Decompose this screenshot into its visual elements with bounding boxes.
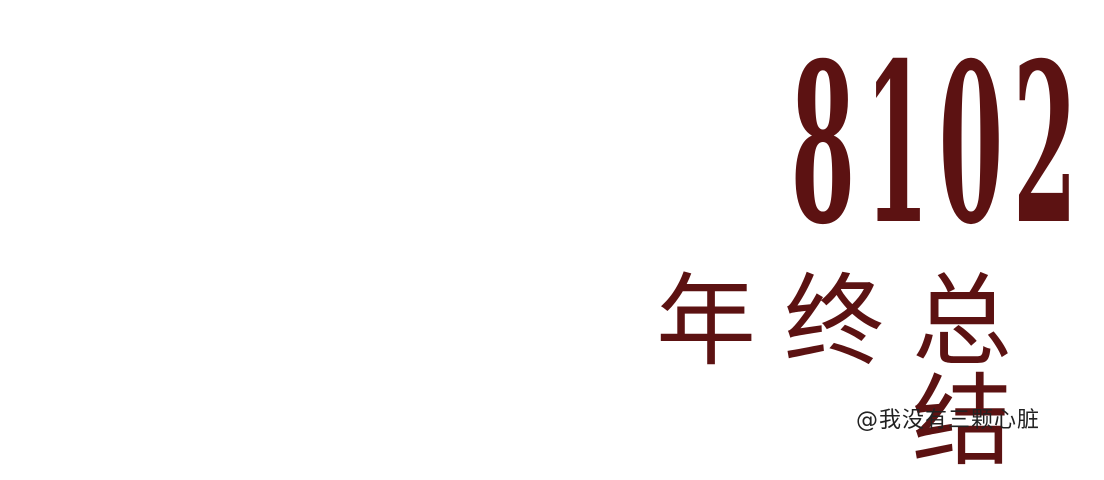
author-credit: @我没有三颗心脏 <box>855 408 1040 433</box>
poster-canvas: 8 1 0 2 年终总结 @我没有三颗心脏 <box>656 13 1078 472</box>
annual-summary-title: 年终总结 <box>656 263 1040 480</box>
year-digit-1: 8 <box>790 13 856 273</box>
year-digit-3: 0 <box>938 13 1004 273</box>
year-digit-2: 1 <box>864 13 930 273</box>
year-number: 8 1 0 2 <box>756 13 1078 273</box>
year-digit-4: 2 <box>1012 13 1078 273</box>
